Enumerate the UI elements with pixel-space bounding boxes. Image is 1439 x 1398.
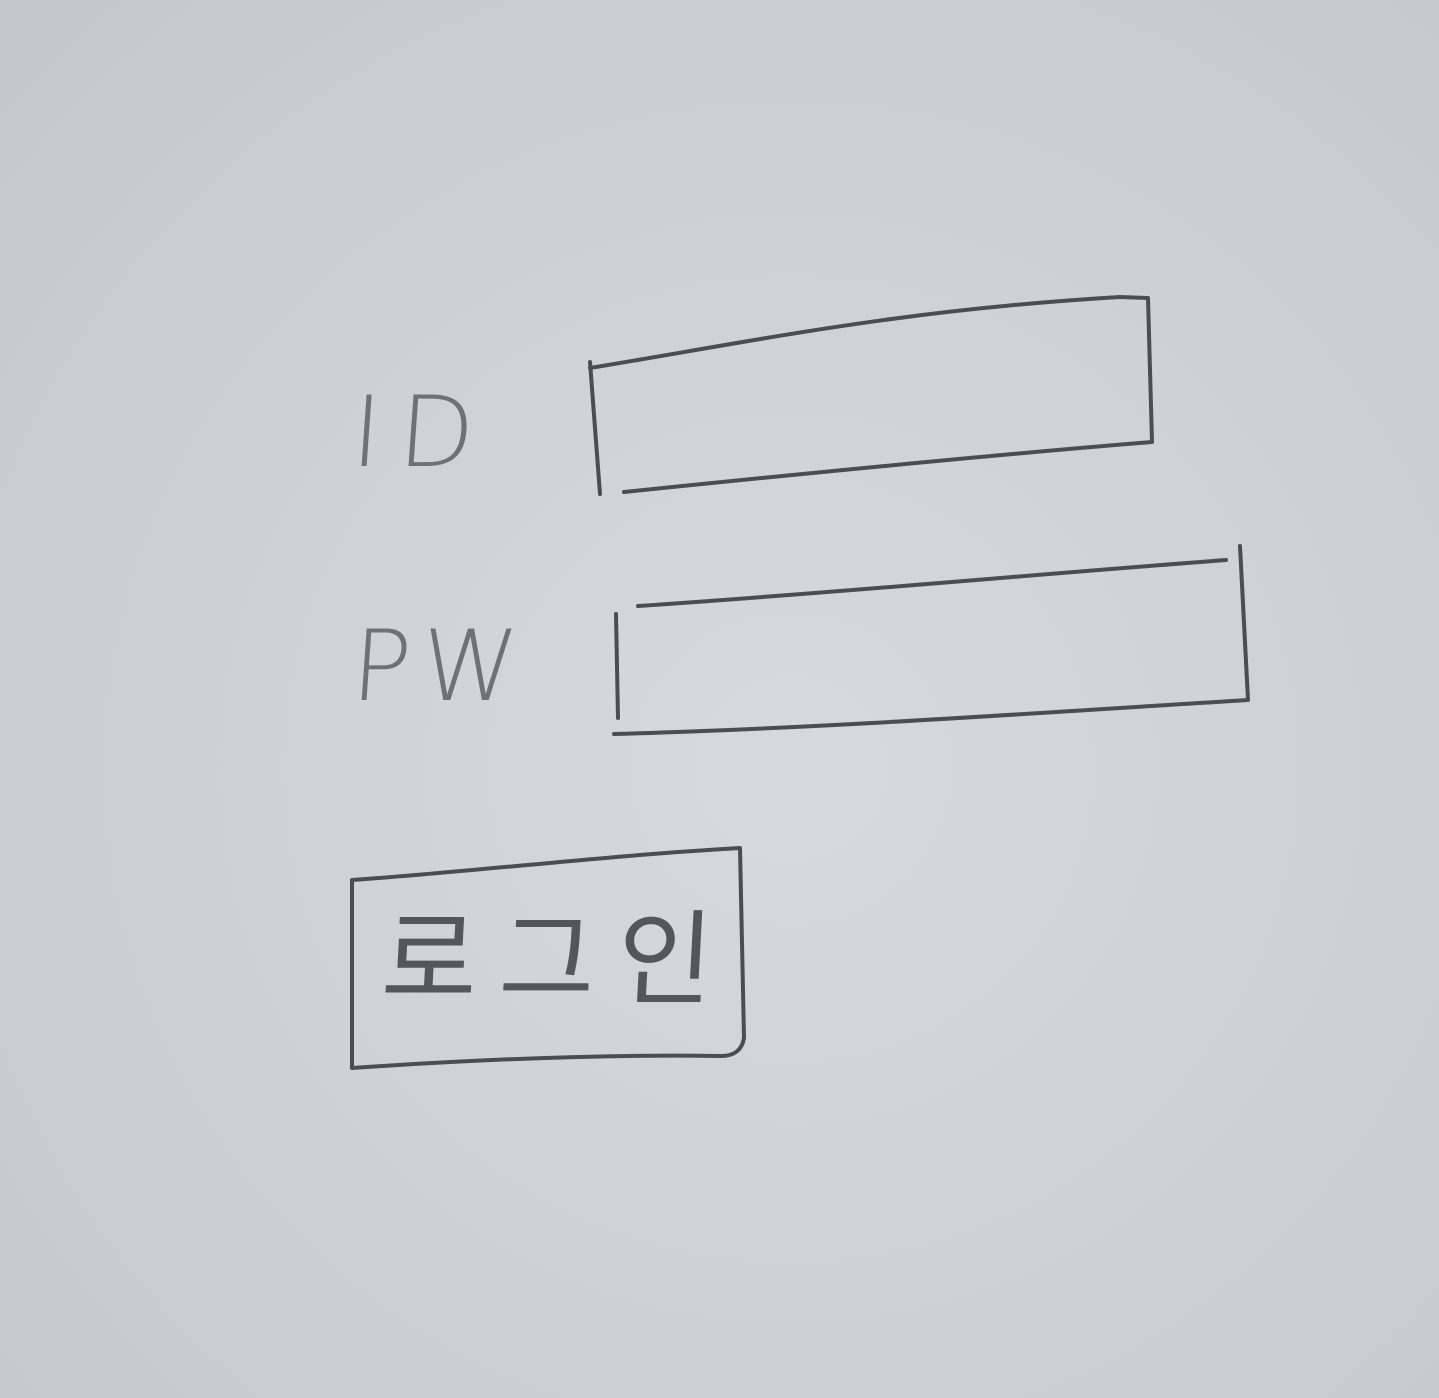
id-input[interactable] bbox=[620, 360, 1144, 462]
id-input-outline bbox=[588, 295, 1154, 496]
pw-label: PW bbox=[348, 610, 532, 724]
id-label: ID bbox=[348, 376, 497, 490]
login-button-label: 로그인 bbox=[378, 899, 739, 1021]
login-button-outline bbox=[350, 846, 746, 1070]
pw-input[interactable] bbox=[640, 610, 1234, 712]
